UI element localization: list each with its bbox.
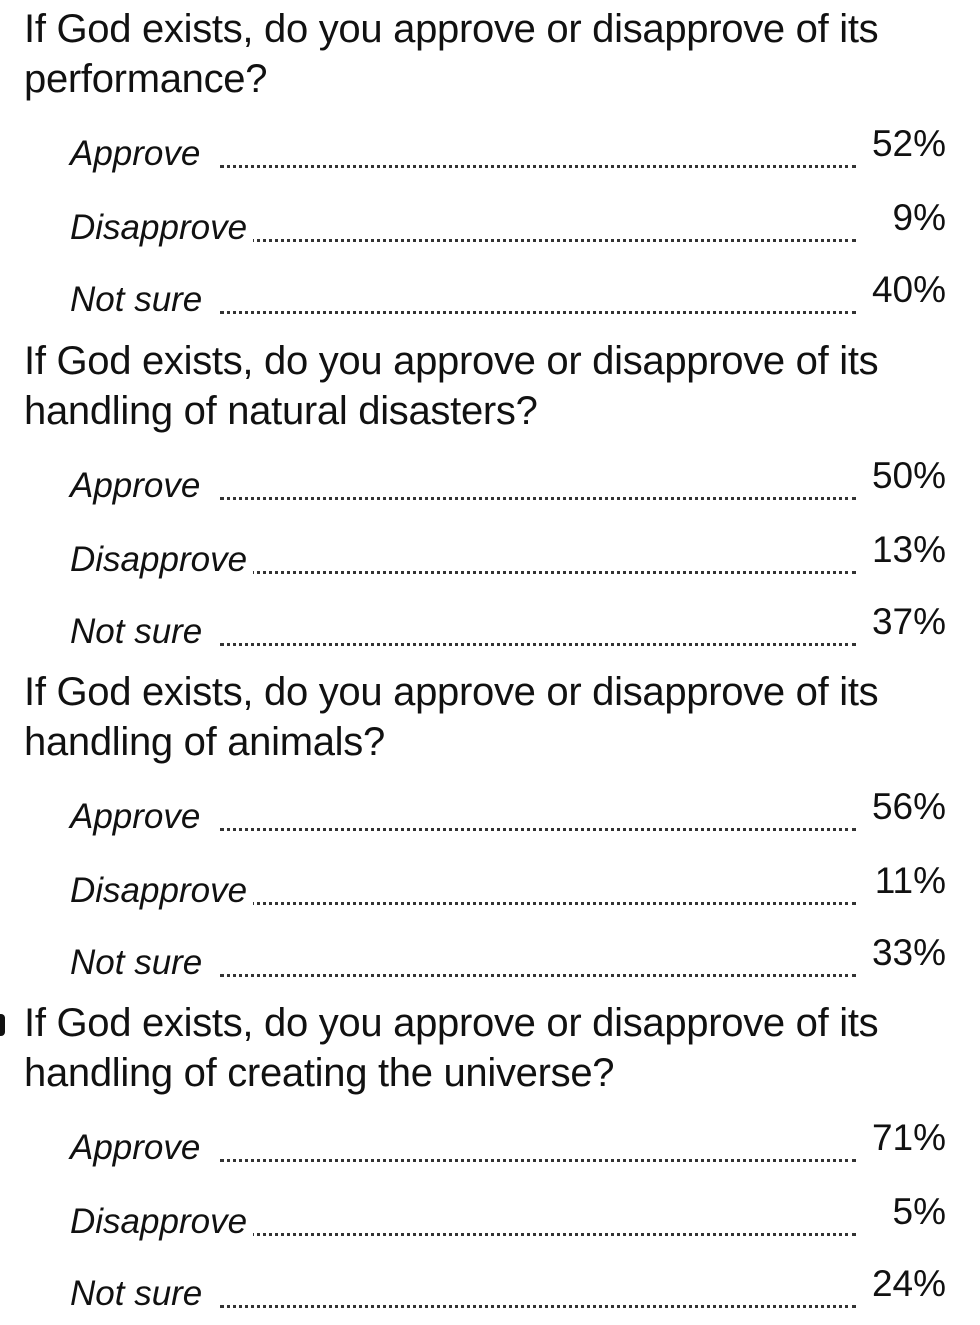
answer-label: Approve [70,1126,207,1170]
dotted-leader [220,902,856,905]
answer-row-approve: Approve 52% [70,122,950,176]
answer-label: Not sure [70,1272,209,1316]
dotted-leader [220,497,856,500]
answer-percentage: 40% [865,268,946,312]
answer-row-not-sure: Not sure 33% [70,931,950,985]
answer-label: Approve [70,464,207,508]
answer-label: Approve [70,795,207,839]
answer-percentage: 13% [865,528,946,572]
answer-row-not-sure: Not sure 40% [70,268,950,322]
answer-percentage: 5% [886,1190,946,1234]
dotted-leader [220,1233,856,1236]
answer-percentage: 50% [865,454,946,498]
answer-percentage: 33% [865,931,946,975]
answer-label: Disapprove [70,206,254,250]
question-text: If God exists, do you approve or disappr… [24,670,879,764]
answer-row-disapprove: Disapprove 5% [70,1190,950,1244]
answer-percentage: 71% [865,1116,946,1160]
dotted-leader [220,571,856,574]
dotted-leader [220,311,856,314]
answer-percentage: 52% [865,122,946,166]
answer-row-disapprove: Disapprove 11% [70,859,950,913]
question-block-animals: If God exists, do you approve or disappr… [0,663,980,993]
answer-row-disapprove: Disapprove 13% [70,528,950,582]
cropped-edge-mark [0,1014,5,1036]
question-text: If God exists, do you approve or disappr… [24,7,879,101]
answer-percentage: 24% [865,1262,946,1306]
dotted-leader [220,1159,856,1162]
answer-percentage: 56% [865,785,946,829]
answer-row-not-sure: Not sure 24% [70,1262,950,1316]
dotted-leader [220,1305,856,1308]
dotted-leader [220,239,856,242]
dotted-leader [220,643,856,646]
dotted-leader [220,974,856,977]
question-block-natural-disasters: If God exists, do you approve or disappr… [0,332,980,662]
answer-row-disapprove: Disapprove 9% [70,196,950,250]
answer-label: Disapprove [70,869,254,913]
dotted-leader [220,165,856,168]
answer-label: Disapprove [70,1200,254,1244]
answer-label: Approve [70,132,207,176]
question-text: If God exists, do you approve or disappr… [24,1001,879,1095]
answer-row-not-sure: Not sure 37% [70,600,950,654]
answer-row-approve: Approve 71% [70,1116,950,1170]
question-block-performance: If God exists, do you approve or disappr… [0,0,980,330]
answer-label: Not sure [70,278,209,322]
answer-row-approve: Approve 56% [70,785,950,839]
answer-label: Not sure [70,610,209,654]
answer-label: Disapprove [70,538,254,582]
answer-row-approve: Approve 50% [70,454,950,508]
answer-percentage: 9% [886,196,946,240]
answer-percentage: 11% [868,859,946,903]
answer-label: Not sure [70,941,209,985]
dotted-leader [220,828,856,831]
answer-percentage: 37% [865,600,946,644]
question-block-creating-universe: If God exists, do you approve or disappr… [0,994,980,1324]
question-text: If God exists, do you approve or disappr… [24,339,879,433]
